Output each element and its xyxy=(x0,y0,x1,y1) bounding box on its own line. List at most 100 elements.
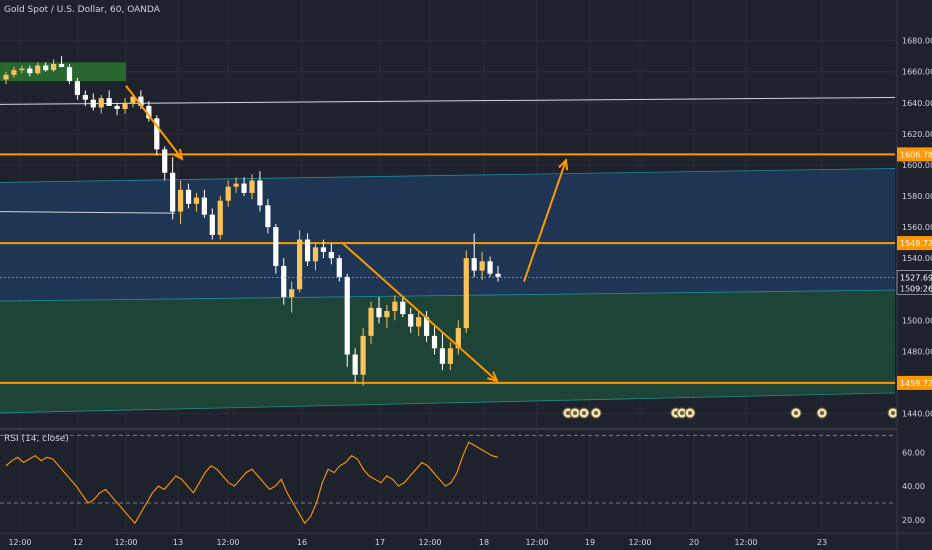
candle-body-19 xyxy=(154,118,160,150)
arrow-down-2-shaft xyxy=(341,241,498,382)
channel-blue xyxy=(0,168,895,302)
candle-body-15 xyxy=(122,102,128,110)
candle-body-12 xyxy=(98,98,104,108)
candle-body-40 xyxy=(320,247,327,252)
price-tick-7: 1540.000 xyxy=(902,254,932,263)
candle-body-6 xyxy=(51,63,57,71)
candle-body-21 xyxy=(170,172,176,212)
candle-body-39 xyxy=(312,247,319,262)
candle-body-20 xyxy=(162,149,168,173)
time-tick-14: 23 xyxy=(817,538,827,547)
price-tick-3: 1620.000 xyxy=(902,130,932,139)
price-tick-9: 1500.000 xyxy=(902,316,932,325)
candle-body-16 xyxy=(130,96,136,103)
candle-body-31 xyxy=(249,180,255,193)
time-tick-4: 12:00 xyxy=(216,538,239,547)
candle-body-23 xyxy=(185,189,192,204)
candle-body-22 xyxy=(177,189,184,212)
candle-body-0 xyxy=(3,74,9,80)
horizontal-levels[interactable] xyxy=(0,153,895,384)
level-label-bg-0 xyxy=(897,147,932,162)
time-tick-3: 13 xyxy=(173,538,183,547)
candle-body-60 xyxy=(479,261,485,271)
level-label-1: 1549.723 xyxy=(900,239,932,248)
candle-body-51 xyxy=(408,314,414,327)
last-price-box xyxy=(896,270,932,295)
level-label-bg-2 xyxy=(897,375,932,390)
time-axis[interactable]: 12:00 12 12:00 13 12:00 16 17 12:00 18 12:00 19 12:… xyxy=(0,532,932,547)
level-label-bg-1 xyxy=(897,236,932,251)
candle-body-34 xyxy=(273,227,279,266)
candle-body-9 xyxy=(74,81,81,96)
candle-body-2 xyxy=(19,68,25,71)
event-markers[interactable] xyxy=(562,407,899,419)
supply-zone xyxy=(0,62,126,82)
channel-mid-line xyxy=(0,289,896,302)
candle-body-37 xyxy=(297,239,303,290)
event-marker-dot-1 xyxy=(573,411,577,415)
time-tick-2: 12:00 xyxy=(114,538,137,547)
candle-body-55 xyxy=(439,348,446,364)
candle-body-32 xyxy=(257,180,263,206)
candle-body-4 xyxy=(35,65,41,74)
candle-body-53 xyxy=(423,317,430,336)
candle-body-1 xyxy=(11,70,17,75)
candle-body-57 xyxy=(455,328,461,349)
time-tick-13: 12:00 xyxy=(734,538,757,547)
candle-body-61 xyxy=(487,261,493,274)
candle-body-13 xyxy=(106,98,112,106)
candle-body-3 xyxy=(27,68,33,74)
candle-body-43 xyxy=(344,276,350,355)
trend-arrows[interactable] xyxy=(125,85,569,383)
symbol-title: Gold Spot / U.S. Dollar, 60, OANDA xyxy=(4,5,161,15)
price-tick-4: 1600.000 xyxy=(902,161,932,170)
candle-body-7 xyxy=(58,63,65,68)
candle-body-8 xyxy=(66,67,73,82)
candle-body-46 xyxy=(368,307,374,336)
price-tick-0: 1680.000 xyxy=(902,37,932,46)
rsi-tick-1: 40.00 xyxy=(902,482,925,491)
event-marker-dot-0 xyxy=(566,411,570,415)
time-tick-6: 17 xyxy=(375,538,385,547)
time-tick-10: 19 xyxy=(585,538,595,547)
candle-body-26 xyxy=(209,214,215,235)
arrow-down-1-head xyxy=(172,148,184,161)
candle-body-10 xyxy=(82,95,88,100)
event-marker-dot-7 xyxy=(794,411,798,415)
candle-body-17 xyxy=(138,96,144,106)
candle-body-28 xyxy=(225,186,231,201)
time-tick-12: 20 xyxy=(689,538,699,547)
support-trendline xyxy=(0,211,176,214)
event-marker-dot-2 xyxy=(582,411,586,415)
time-tick-7: 12:00 xyxy=(418,538,441,547)
last-price-label: 1527.696 xyxy=(900,273,932,282)
channel-bottom-line xyxy=(0,392,896,414)
candle-body-5 xyxy=(43,65,49,71)
arrow-up-head xyxy=(558,158,569,171)
candle-body-54 xyxy=(431,335,438,349)
rsi-tick-0: 60.00 xyxy=(902,448,925,457)
channel-green xyxy=(0,290,895,413)
price-tick-11: 1440.000 xyxy=(902,410,932,419)
candle-body-29 xyxy=(233,183,239,187)
event-marker-dot-3 xyxy=(594,411,598,415)
candle-body-52 xyxy=(416,317,422,327)
time-tick-1: 12 xyxy=(73,538,83,547)
level-label-0: 1606.784 xyxy=(900,150,932,159)
rsi-pane xyxy=(0,434,895,525)
candle-body-24 xyxy=(193,197,200,204)
price-tick-2: 1640.000 xyxy=(902,99,932,108)
candle-body-42 xyxy=(336,258,342,277)
event-marker-dot-6 xyxy=(688,411,692,415)
candle-body-44 xyxy=(352,354,358,375)
price-tick-10: 1480.000 xyxy=(902,347,932,356)
candle-body-30 xyxy=(241,183,247,193)
candle-body-50 xyxy=(400,301,406,315)
time-tick-9: 12:00 xyxy=(525,538,548,547)
candle-body-58 xyxy=(463,258,469,329)
candle-body-59 xyxy=(471,258,477,271)
rsi-tick-2: 20.00 xyxy=(902,516,925,525)
price-tick-5: 1580.000 xyxy=(902,192,932,201)
